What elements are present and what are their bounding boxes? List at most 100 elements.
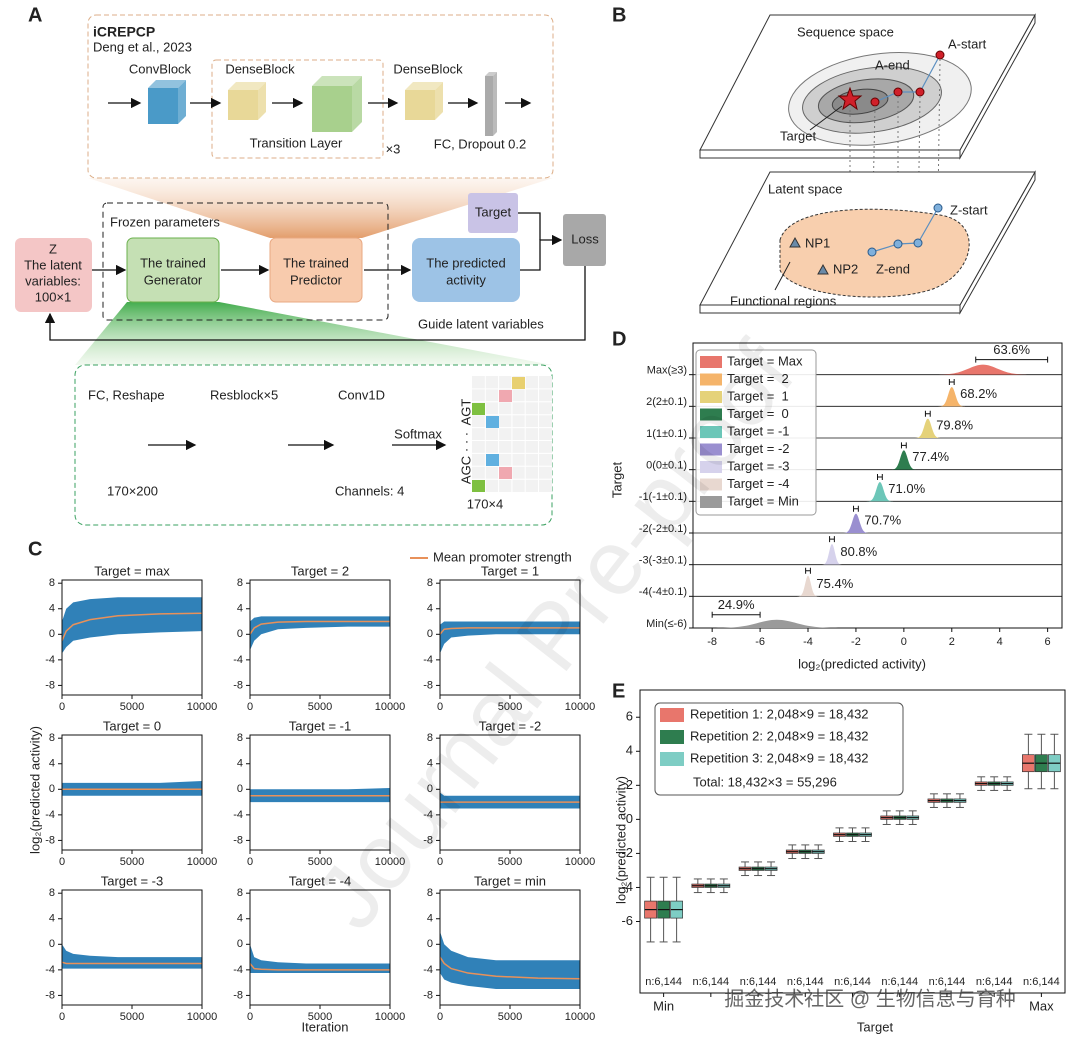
y-tick-label: 0 bbox=[427, 628, 433, 640]
y-tick-label: -6 bbox=[621, 913, 633, 928]
projection bbox=[75, 302, 552, 365]
legend-swatch bbox=[660, 730, 684, 744]
legend-swatch bbox=[700, 391, 722, 403]
layer-label: Conv1D bbox=[338, 387, 385, 402]
z-text: 100×1 bbox=[35, 289, 72, 304]
generator-text: The trained bbox=[140, 255, 206, 270]
y-tick-label: 6 bbox=[626, 709, 633, 724]
cube-front bbox=[485, 76, 493, 136]
x-tick-label: 5000 bbox=[308, 1011, 332, 1023]
cube-top bbox=[312, 76, 362, 86]
legend-label: Repetition 1: 2,048×9 = 18,432 bbox=[690, 706, 869, 721]
cube-front bbox=[228, 90, 258, 120]
y-axis-label: log₂(predicted activity) bbox=[27, 726, 42, 854]
sequence-matrix bbox=[472, 376, 552, 492]
percent-label: 75.4% bbox=[816, 576, 853, 591]
y-tick-label: -2 bbox=[621, 845, 633, 860]
x-tick-label: 6 bbox=[1045, 636, 1051, 648]
x-tick-label: 5000 bbox=[120, 701, 144, 713]
activity-text: The predicted bbox=[426, 255, 506, 270]
panel-label: E bbox=[612, 680, 625, 702]
y-tick-label: -4 bbox=[621, 879, 633, 894]
y-tick-label: 0 bbox=[49, 628, 55, 640]
legend-label: Target = -2 bbox=[727, 441, 790, 456]
subplot-title: Target = min bbox=[474, 873, 546, 888]
density bbox=[700, 619, 854, 628]
model-name: iCREPCP bbox=[93, 24, 155, 40]
interval bbox=[829, 536, 835, 543]
pointer bbox=[774, 261, 791, 291]
y-tick-label: 8 bbox=[427, 732, 433, 744]
x-tick-label: 5000 bbox=[120, 1011, 144, 1023]
x-tick-label: 0 bbox=[59, 1011, 65, 1023]
trajectory-band bbox=[440, 621, 580, 654]
target-text: Target bbox=[475, 204, 512, 219]
x-axis-label: Target bbox=[857, 1019, 894, 1034]
n-label: n:6,144 bbox=[929, 976, 966, 988]
y-tick-label: 8 bbox=[49, 887, 55, 899]
trajectory-band bbox=[440, 931, 580, 990]
layer-label: FC, Reshape bbox=[88, 387, 165, 402]
y-tick-label: 2 bbox=[626, 777, 633, 792]
legend-swatch bbox=[700, 443, 722, 456]
legend-label: Target = 1 bbox=[727, 388, 789, 403]
y-tick-label: -8 bbox=[45, 834, 55, 846]
sequence-label: AGC bbox=[458, 456, 473, 484]
density bbox=[913, 418, 943, 438]
x-tick-label: 0 bbox=[437, 856, 443, 868]
block-label: ConvBlock bbox=[129, 61, 192, 76]
point-label: Z-start bbox=[950, 202, 988, 217]
mean-line bbox=[61, 961, 202, 965]
x-tick-label: 10000 bbox=[187, 856, 218, 868]
x-tick-label: 0 bbox=[247, 856, 253, 868]
trajectory bbox=[874, 54, 941, 103]
region-label: Functional regions bbox=[730, 293, 837, 308]
x-tick-label: 5000 bbox=[498, 856, 522, 868]
y-tick-label: 0 bbox=[427, 938, 433, 950]
y-tick-label: 0 bbox=[427, 783, 433, 795]
x-tick-label: 5000 bbox=[120, 856, 144, 868]
dim-label: 170×4 bbox=[467, 496, 504, 511]
y-tick-label: -8 bbox=[233, 834, 243, 846]
matrix-cell bbox=[486, 416, 499, 428]
axes-frame bbox=[61, 889, 203, 1006]
percent-label: 24.9% bbox=[718, 597, 755, 612]
n-label: n:6,144 bbox=[976, 976, 1013, 988]
y-tick-label: 8 bbox=[427, 887, 433, 899]
n-label: n:6,144 bbox=[881, 976, 918, 988]
frozen-label: Frozen parameters bbox=[110, 214, 220, 229]
panel-label: B bbox=[612, 4, 626, 26]
y-tick-label: 0 bbox=[237, 938, 243, 950]
y-tick-label: -4 bbox=[233, 809, 243, 821]
density bbox=[925, 364, 1041, 375]
y-tick-label: 0(0±0.1) bbox=[646, 460, 687, 472]
x-tick-label: 5000 bbox=[498, 701, 522, 713]
percent-label: 63.6% bbox=[993, 342, 1030, 357]
interval bbox=[805, 567, 811, 574]
legend-swatch bbox=[700, 426, 722, 438]
legend-total: Total: 18,432×3 = 55,296 bbox=[693, 774, 837, 789]
predictor-box bbox=[269, 237, 363, 303]
y-tick-label: 4 bbox=[49, 603, 55, 615]
x-tick-label: -6 bbox=[755, 636, 765, 648]
subplot-title: Target = -3 bbox=[101, 873, 164, 888]
x-tick-label: 0 bbox=[901, 636, 907, 648]
y-tick-label: 0 bbox=[237, 628, 243, 640]
y-tick-label: 1(1±0.1) bbox=[646, 428, 687, 440]
y-tick-label: -8 bbox=[233, 989, 243, 1001]
y-tick-label: 2(2±0.1) bbox=[646, 396, 687, 408]
activity-box bbox=[412, 238, 520, 302]
generator-text: Generator bbox=[144, 272, 203, 287]
plane-label: Latent space bbox=[768, 181, 842, 196]
z-box bbox=[15, 238, 92, 312]
legend-label: Repetition 2: 2,048×9 = 18,432 bbox=[690, 728, 869, 743]
cube-side bbox=[258, 82, 266, 120]
point-label: Z-end bbox=[876, 261, 910, 276]
x-tick-label: Min bbox=[653, 998, 674, 1013]
y-tick-label: 0 bbox=[49, 783, 55, 795]
trajectory-band bbox=[250, 616, 390, 651]
legend-swatch bbox=[700, 373, 722, 386]
y-tick-label: 8 bbox=[49, 577, 55, 589]
percent-label: 77.4% bbox=[912, 449, 949, 464]
